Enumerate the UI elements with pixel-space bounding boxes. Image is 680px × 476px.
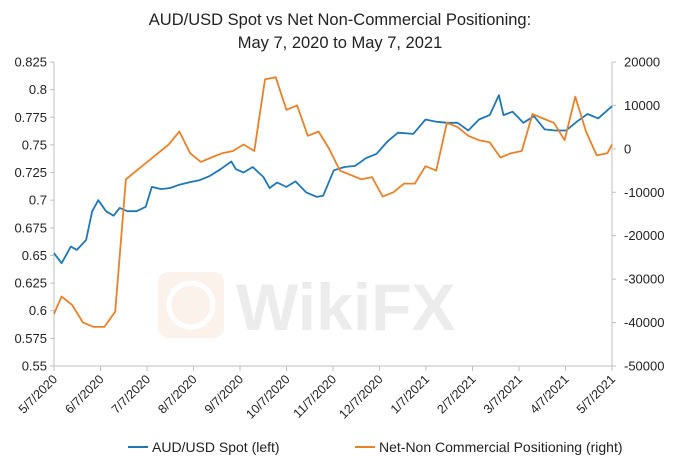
y-right-tick-label: -10000: [624, 185, 664, 200]
series-line-net-positioning: [53, 76, 613, 328]
y-left-tick-label: 0.8: [29, 82, 47, 97]
legend-label: Net-Non Commercial Positioning (right): [379, 439, 623, 455]
y-left-tick-label: 0.7: [29, 193, 47, 208]
series-lines: [53, 76, 613, 328]
y-right-tick-label: -50000: [624, 359, 664, 374]
x-tick-label: 4/7/2021: [527, 372, 571, 416]
axes: 0.825 0.8 0.775 0.75 0.725 0.7 0.675 0.65 0.625 0…: [14, 55, 664, 422]
x-tick-label: 9/7/2020: [202, 372, 246, 416]
y-right-tick-label: 0: [624, 141, 631, 156]
y-left-tick-label: 0.575: [14, 331, 47, 346]
x-tick-label: 3/7/2021: [481, 372, 525, 416]
y-left-tick-label: 0.65: [22, 248, 47, 263]
watermark-logo-mark: [166, 280, 216, 330]
y-left-tick-label: 0.825: [14, 55, 47, 70]
y-left-tick-label: 0.75: [22, 137, 47, 152]
x-tick-label: 8/7/2020: [155, 372, 199, 416]
y-left-tick-label: 0.675: [14, 220, 47, 235]
series-line-aud-usd-spot: [53, 94, 613, 265]
watermark-logo: [158, 272, 224, 338]
y-right-tick-label: 20000: [624, 55, 660, 70]
y-right-tick-label: -20000: [624, 228, 664, 243]
y-left-tick-label: 0.625: [14, 276, 47, 291]
legend-label: AUD/USD Spot (left): [152, 439, 280, 455]
y-right-tick-label: -40000: [624, 315, 664, 330]
y-left-tick-label: 0.55: [22, 359, 47, 374]
x-tick-label: 11/7/2020: [291, 372, 340, 421]
y-left-tick-label: 0.6: [29, 303, 47, 318]
x-tick-label: 1/7/2021: [388, 372, 432, 416]
x-tick-label: 10/7/2020: [243, 372, 292, 421]
x-tick-label: 12/7/2020: [336, 372, 385, 421]
watermark-text: WikiFX: [236, 270, 455, 344]
y-left-tick-label: 0.775: [14, 110, 47, 125]
x-tick-label: 7/7/2020: [109, 372, 153, 416]
y-right-tick-label: 10000: [624, 98, 660, 113]
y-left-tick-label: 0.725: [14, 165, 47, 180]
chart-title-line-2: May 7, 2020 to May 7, 2021: [238, 34, 443, 52]
legend: AUD/USD Spot (left) Net-Non Commercial Po…: [128, 439, 623, 455]
y-right-tick-label: -30000: [624, 272, 664, 287]
watermark: WikiFX: [158, 270, 455, 344]
x-tick-label: 5/7/2020: [16, 372, 60, 416]
x-tick-label: 6/7/2020: [62, 372, 106, 416]
chart-title-line-1: AUD/USD Spot vs Net Non-Commercial Posit…: [149, 11, 531, 29]
x-tick-label: 5/7/2021: [574, 372, 618, 416]
x-tick-label: 2/7/2021: [434, 372, 478, 416]
